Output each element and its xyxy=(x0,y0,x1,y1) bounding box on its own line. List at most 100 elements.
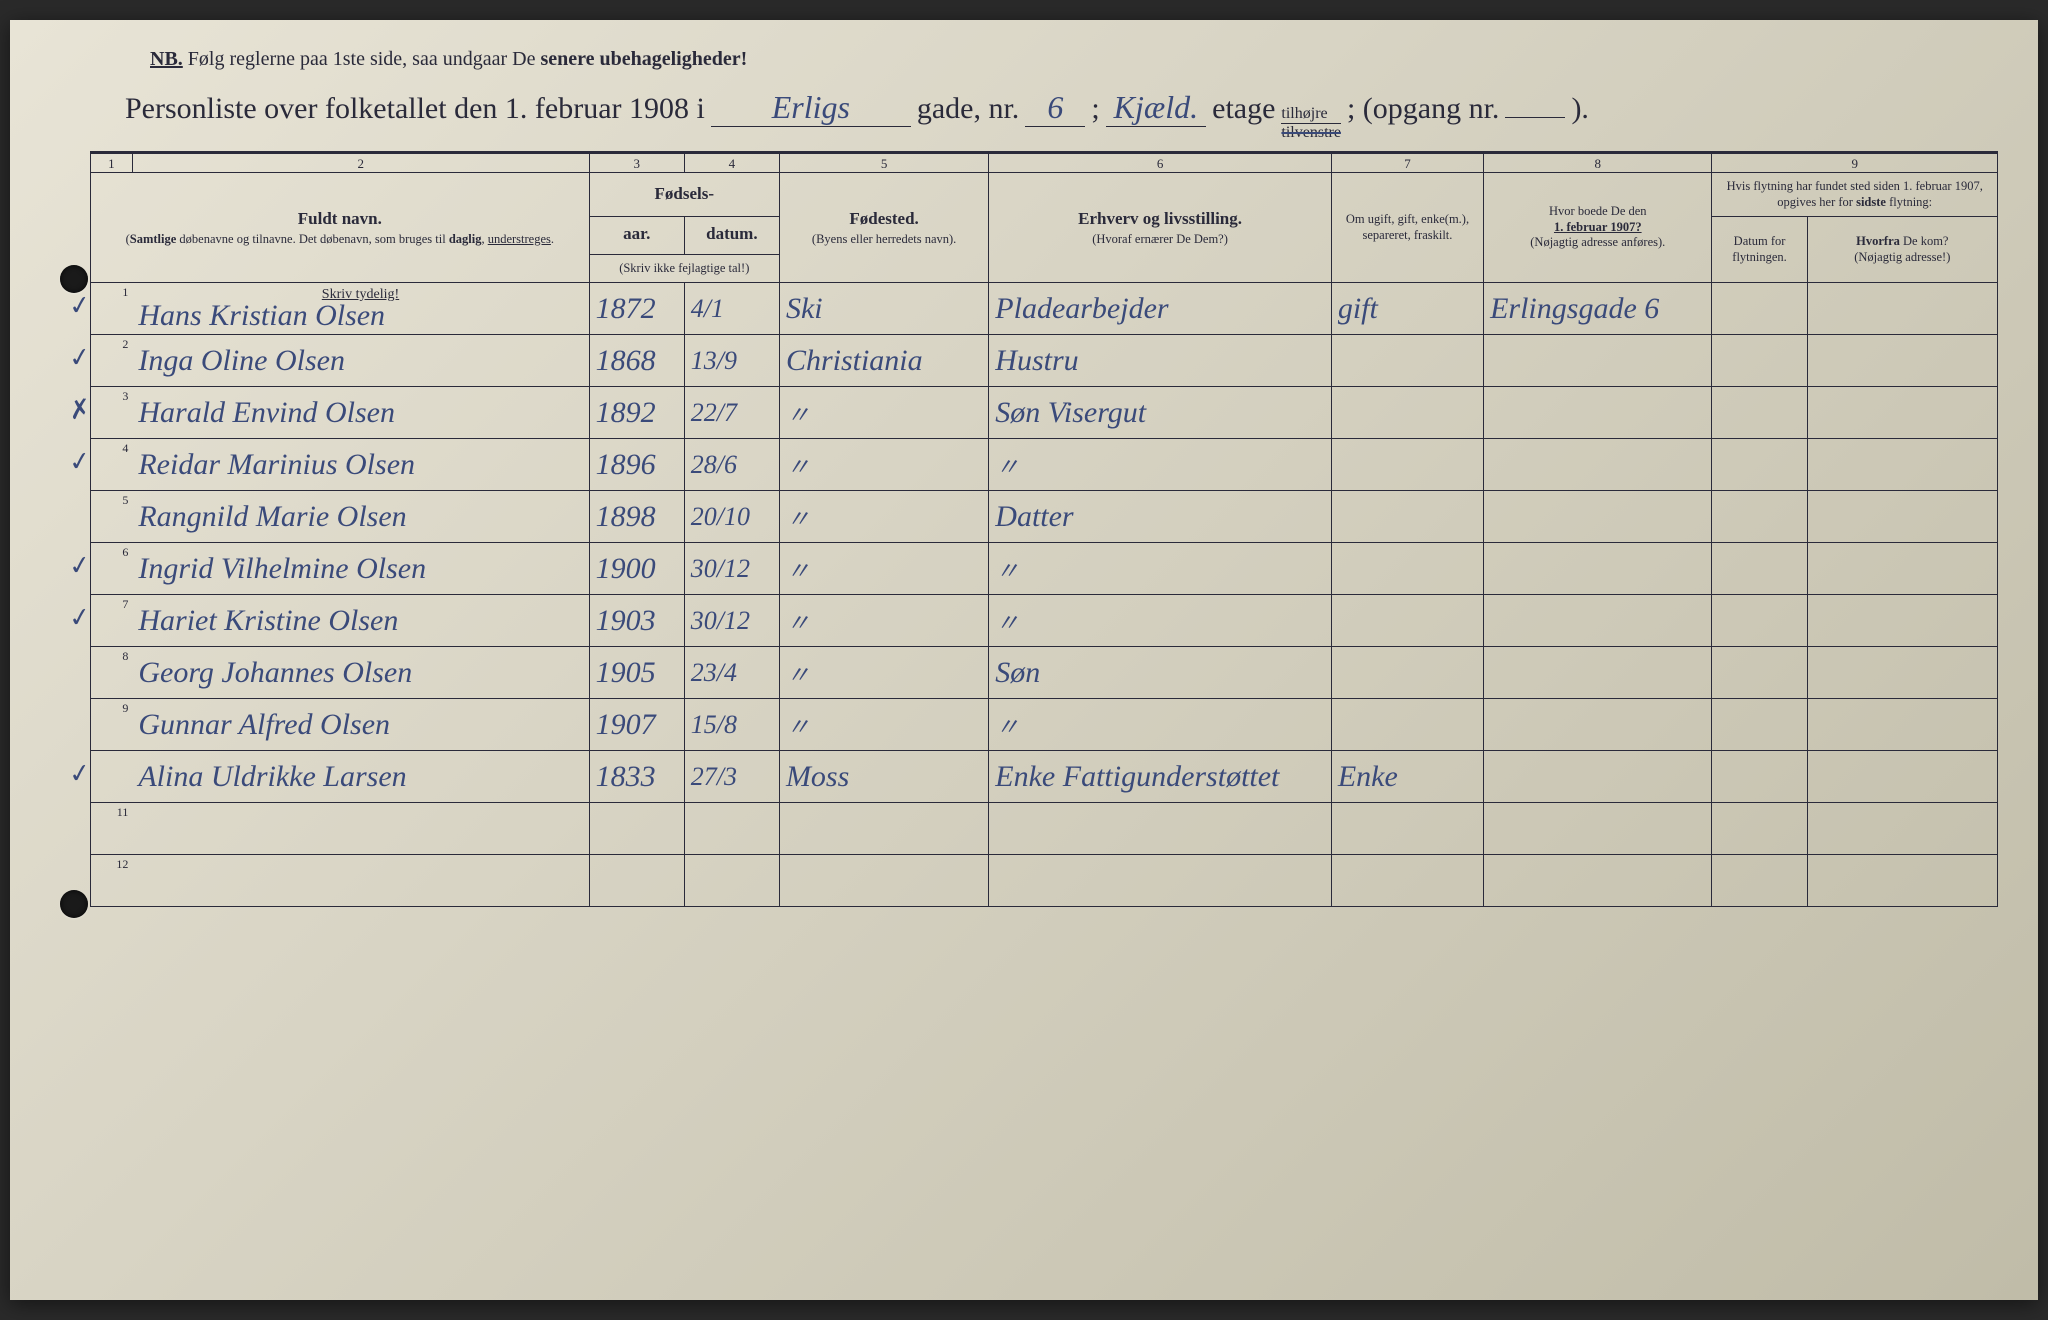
hdr-fodested-main: Fødested. xyxy=(788,208,980,229)
cell-value: 1907 xyxy=(596,708,656,741)
checkmark-icon: ✗ xyxy=(67,394,93,427)
cell-sted: 〃 xyxy=(779,387,988,439)
cell-name: Ingrid Vilhelmine Olsen xyxy=(132,543,589,595)
hdr-boede: Hvor boede De den 1. februar 1907? (Nøja… xyxy=(1484,173,1712,283)
checkmark-icon: ✓ xyxy=(67,342,93,375)
row-number: ✓ 1 xyxy=(91,283,133,335)
table-row: ✓ 6 Ingrid Vilhelmine Olsen 1900 30/12 〃… xyxy=(91,543,1998,595)
hdr-name: Fuldt navn. (Samtlige døbenavne og tilna… xyxy=(91,173,590,283)
cell-erhverv: 〃 xyxy=(989,439,1332,491)
cell-flyt-datum xyxy=(1712,699,1807,751)
cell-aar xyxy=(589,855,684,907)
ditto-mark: 〃 xyxy=(786,507,810,533)
cell-flyt-datum xyxy=(1712,335,1807,387)
nb-notice: NB. Følg reglerne paa 1ste side, saa und… xyxy=(90,48,1998,71)
cell-ugift xyxy=(1331,387,1483,439)
cell-ugift xyxy=(1331,855,1483,907)
cell-erhverv: Datter xyxy=(989,491,1332,543)
cell-boede xyxy=(1484,595,1712,647)
nb-text-a: Følg reglerne paa 1ste side, saa undgaar… xyxy=(188,48,541,70)
cell-aar: 1907 xyxy=(589,699,684,751)
hdr-fodsels: Fødsels- xyxy=(589,173,779,217)
cell-datum: 4/1 xyxy=(684,283,779,335)
checkmark-icon: ✓ xyxy=(67,758,93,791)
cell-name: Alina Uldrikke Larsen xyxy=(132,751,589,803)
cell-value: 1900 xyxy=(596,552,656,585)
row-number: 11 xyxy=(91,803,133,855)
cell-erhverv: Søn xyxy=(989,647,1332,699)
header-row-1: Fuldt navn. (Samtlige døbenavne og tilna… xyxy=(91,173,1998,217)
title-f: ). xyxy=(1571,92,1589,126)
cell-value: 1896 xyxy=(596,448,656,481)
hdr-name-main: Fuldt navn. xyxy=(99,208,581,229)
hdr-flyt-datum-text: Datum for flytningen. xyxy=(1720,234,1798,265)
cell-sted: Christiania xyxy=(779,335,988,387)
cell-value: Georg Johannes Olsen xyxy=(138,656,412,689)
cell-value: 1898 xyxy=(596,500,656,533)
ditto-mark: 〃 xyxy=(995,559,1019,585)
cell-ugift xyxy=(1331,335,1483,387)
cell-flyt-datum xyxy=(1712,283,1807,335)
row-number: 5 xyxy=(91,491,133,543)
cell-value: Alina Uldrikke Larsen xyxy=(138,760,406,793)
table-row: 8 Georg Johannes Olsen 1905 23/4 〃 Søn xyxy=(91,647,1998,699)
cell-value: 1892 xyxy=(596,396,656,429)
cell-ugift xyxy=(1331,595,1483,647)
cell-erhverv xyxy=(989,855,1332,907)
cell-aar: 1868 xyxy=(589,335,684,387)
census-form-page: NB. Følg reglerne paa 1ste side, saa und… xyxy=(10,20,2038,1300)
opgang-fill xyxy=(1505,117,1565,118)
cell-value: Hariet Kristine Olsen xyxy=(138,604,398,637)
cell-value: Christiania xyxy=(786,344,923,377)
cell-value: 15/8 xyxy=(691,710,737,739)
cell-ugift: Enke xyxy=(1331,751,1483,803)
cell-value: 1903 xyxy=(596,604,656,637)
hdr-erhverv-main: Erhverv og livsstilling. xyxy=(997,208,1323,229)
hdr-flyt-hvorfra-sub: (Nøjagtig adresse!) xyxy=(1816,250,1989,266)
cell-value: Enke xyxy=(1338,760,1398,793)
table-body: ✓ 1 Skriv tydelig!Hans Kristian Olsen 18… xyxy=(91,283,1998,907)
coln-4: 4 xyxy=(684,153,779,173)
cell-sted: Moss xyxy=(779,751,988,803)
ditto-mark: 〃 xyxy=(995,715,1019,741)
hdr-flyt-hvorfra: Hvorfra De kom? (Nøjagtig adresse!) xyxy=(1807,217,1997,283)
cell-aar xyxy=(589,803,684,855)
cell-flyt-hvorfra xyxy=(1807,543,1997,595)
cell-value: 13/9 xyxy=(691,346,737,375)
cell-boede xyxy=(1484,387,1712,439)
hdr-fodested: Fødested. (Byens eller herredets navn). xyxy=(779,173,988,283)
cell-flyt-hvorfra xyxy=(1807,283,1997,335)
hdr-aar: aar. xyxy=(589,217,684,254)
hdr-flyt-hvorfra-a: Hvorfra xyxy=(1856,234,1900,248)
cell-flyt-datum xyxy=(1712,387,1807,439)
hdr-erhverv-sub: (Hvoraf ernærer De Dem?) xyxy=(997,232,1323,248)
cell-sted: 〃 xyxy=(779,699,988,751)
census-table: 1 2 3 4 5 6 7 8 9 Fuldt navn. (Samtlige … xyxy=(90,151,1998,907)
cell-name: Rangnild Marie Olsen xyxy=(132,491,589,543)
cell-name: Hariet Kristine Olsen xyxy=(132,595,589,647)
cell-aar: 1872 xyxy=(589,283,684,335)
cell-value: 27/3 xyxy=(691,762,737,791)
cell-sted: 〃 xyxy=(779,647,988,699)
frac-bot: tilvenstre xyxy=(1281,124,1341,141)
cell-value: Ski xyxy=(786,292,823,325)
cell-datum xyxy=(684,803,779,855)
cell-value: Harald Envind Olsen xyxy=(138,396,395,429)
cell-sted xyxy=(779,803,988,855)
row-number: 9 xyxy=(91,699,133,751)
cell-ugift xyxy=(1331,439,1483,491)
cell-sted: 〃 xyxy=(779,543,988,595)
row-number: 12 xyxy=(91,855,133,907)
cell-datum: 23/4 xyxy=(684,647,779,699)
cell-ugift xyxy=(1331,803,1483,855)
cell-name: Inga Oline Olsen xyxy=(132,335,589,387)
hdr-boede-a: Hvor boede De den xyxy=(1492,204,1703,220)
row-number: ✓ 4 xyxy=(91,439,133,491)
cell-boede xyxy=(1484,803,1712,855)
cell-boede xyxy=(1484,543,1712,595)
coln-3: 3 xyxy=(589,153,684,173)
ditto-mark: 〃 xyxy=(786,403,810,429)
table-row: 12 xyxy=(91,855,1998,907)
cell-datum: 28/6 xyxy=(684,439,779,491)
side-fraction: tilhøjre tilvenstre xyxy=(1281,106,1341,141)
